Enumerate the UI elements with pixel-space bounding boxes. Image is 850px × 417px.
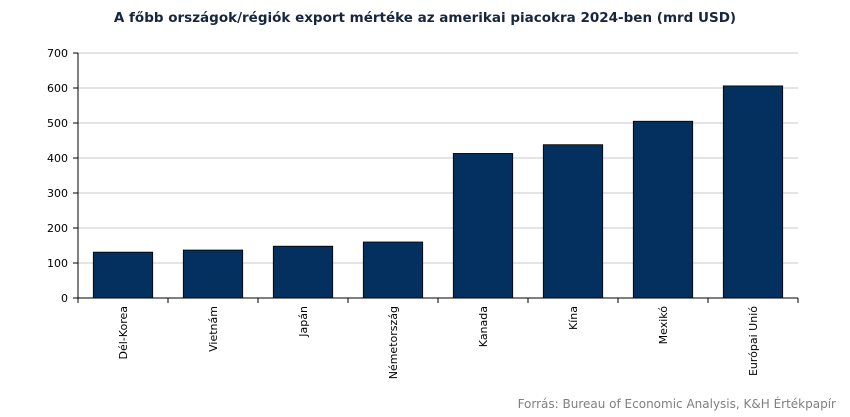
x-category-label: Japán xyxy=(297,306,310,338)
x-category-label: Mexikó xyxy=(657,306,670,345)
bar xyxy=(182,249,244,299)
y-tick-label: 600 xyxy=(47,82,68,95)
bar xyxy=(272,245,334,299)
y-tick-label: 100 xyxy=(47,257,68,270)
x-category-label: Vietnám xyxy=(207,306,220,352)
bar xyxy=(362,241,424,299)
x-category-label: Dél-Korea xyxy=(117,306,130,359)
bar xyxy=(452,153,514,299)
y-tick-label: 200 xyxy=(47,222,68,235)
bar xyxy=(632,120,694,299)
x-category-label: Németország xyxy=(387,306,400,379)
x-category-labels: Dél-Korea Vietnám Japán Németország Kanada Kí… xyxy=(117,306,760,380)
x-category-label: Kína xyxy=(567,306,580,330)
y-tick-labels: 0 100 200 300 400 500 600 700 xyxy=(47,47,68,305)
bar xyxy=(722,85,784,299)
y-tick-label: 300 xyxy=(47,187,68,200)
bar xyxy=(92,251,154,299)
bars xyxy=(92,85,784,299)
y-tick-label: 400 xyxy=(47,152,68,165)
y-tick-label: 500 xyxy=(47,117,68,130)
chart-title: A főbb országok/régiók export mértéke az… xyxy=(113,10,737,26)
y-tick-label: 700 xyxy=(47,47,68,60)
axes xyxy=(73,52,799,303)
bar xyxy=(542,144,604,299)
x-category-label: Európai Unió xyxy=(747,306,760,376)
x-category-label: Kanada xyxy=(477,306,490,347)
source-note: Forrás: Bureau of Economic Analysis, K&H… xyxy=(517,397,836,411)
y-tick-label: 0 xyxy=(61,292,68,305)
